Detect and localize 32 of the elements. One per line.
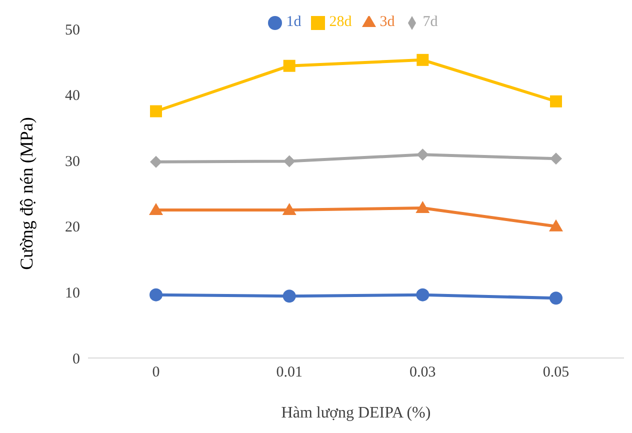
point [550, 95, 562, 108]
x-axis-title: Hàm lượng DEIPA (%) [281, 404, 431, 422]
y-tick-label: 40 [65, 88, 80, 104]
y-axis-title: Cường độ nén (MPa) [16, 117, 36, 270]
point [150, 105, 162, 118]
point [283, 60, 296, 72]
x-tick-label: 0.01 [276, 364, 302, 381]
x-tick-label: 0 [152, 364, 160, 381]
y-tick-label: 30 [65, 154, 80, 170]
y-tick-label: 10 [65, 286, 80, 302]
point [150, 156, 162, 168]
point [283, 155, 296, 168]
point [150, 288, 162, 302]
point [550, 152, 562, 165]
point [282, 202, 296, 215]
legend-label: 7d [422, 14, 438, 30]
x-tick-label: 0.05 [542, 364, 570, 381]
legend-label: 28d [329, 14, 352, 30]
legend-label: 1d [286, 14, 302, 30]
point [549, 219, 563, 232]
point [149, 202, 163, 215]
y-tick-label: 20 [65, 220, 80, 236]
y-tick-label: 50 [65, 22, 80, 38]
point [416, 288, 430, 302]
point [550, 292, 562, 305]
x-tick-label: 0.03 [410, 364, 436, 381]
point [282, 290, 296, 303]
point [416, 148, 429, 161]
point [416, 54, 429, 66]
point [416, 200, 430, 213]
y-tick-label: 0 [72, 351, 80, 368]
legend-label: 3d [380, 14, 395, 30]
